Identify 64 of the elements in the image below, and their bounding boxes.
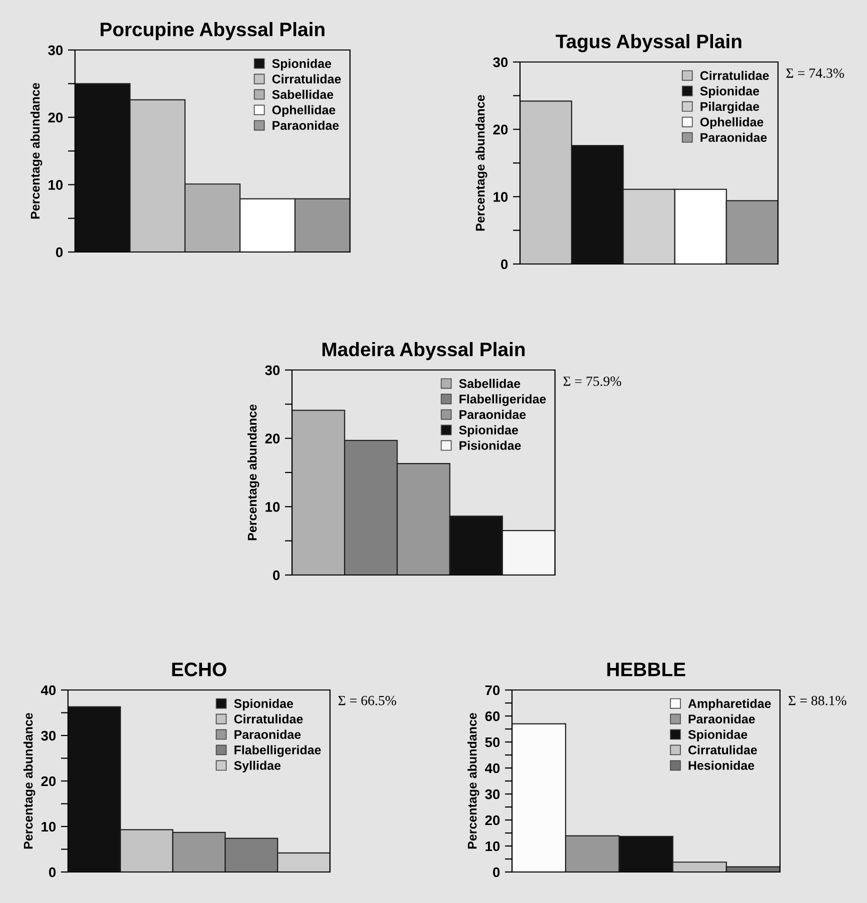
legend-label: Sabellidae xyxy=(272,90,334,99)
y-tick-label: 10 xyxy=(42,822,56,832)
legend-label: Paraonidae xyxy=(460,410,526,419)
y-tick-label: 10 xyxy=(266,502,280,512)
y-tick-label: 30 xyxy=(41,730,56,741)
y-tick-label: 50 xyxy=(485,737,500,748)
y-tick-label: 30 xyxy=(493,57,508,68)
legend-label: Pisionidae xyxy=(460,440,521,450)
y-tick-label: 0 xyxy=(273,570,280,580)
text: Σ = 66.5% xyxy=(338,696,396,706)
chart-title: Tagus Abyssal Plain xyxy=(556,34,742,52)
legend-label: Flabelligeridae xyxy=(234,745,321,757)
y-tick-label: 20 xyxy=(485,815,500,826)
y-tick-label: 40 xyxy=(484,763,500,774)
chart-title: Madeira Abyssal Plain xyxy=(322,342,525,360)
y-tick-label: 30 xyxy=(485,789,500,800)
legend-label: Paraonidae xyxy=(688,714,755,724)
y-tick-label: 20 xyxy=(41,776,56,786)
legend-label: Flabelligeridae xyxy=(460,394,546,406)
chart-title: HEBBLE xyxy=(607,662,686,676)
y-axis-title: Percentage abundance xyxy=(475,94,488,231)
y-tick-label: 0 xyxy=(56,247,63,258)
chart-title: ECHO xyxy=(172,662,226,676)
y-axis-title: Percentage abundance xyxy=(467,712,480,849)
legend-label: Spionidae xyxy=(459,425,518,437)
y-tick-label: 40 xyxy=(40,685,56,696)
legend-label: Paraonidae xyxy=(234,730,301,739)
y-axis-title: Percentage abundance xyxy=(23,712,36,849)
text: Σ = 88.1% xyxy=(788,696,846,706)
legend-label: Ophellidae xyxy=(272,105,336,117)
y-axis-title: Percentage abundance xyxy=(30,82,42,219)
y-tick-label: 70 xyxy=(485,685,500,696)
y-tick-label: 20 xyxy=(48,112,63,123)
y-axis-title: Percentage abundance xyxy=(247,404,260,540)
legend-label: Cirratulidae xyxy=(234,714,303,724)
y-tick-label: 60 xyxy=(485,711,500,722)
text: Σ = 74.3% xyxy=(786,68,844,78)
legend-label: Ophellidae xyxy=(700,117,764,129)
legend-label: Spionidae xyxy=(700,86,760,98)
y-tick-label: 0 xyxy=(501,259,508,270)
legend-label: Spionidae xyxy=(272,58,332,70)
legend-label: Cirratulidae xyxy=(700,70,769,80)
legend-label: Spionidae xyxy=(688,730,748,742)
y-tick-label: 30 xyxy=(48,45,63,56)
y-tick-label: 30 xyxy=(265,365,280,376)
y-tick-label: 0 xyxy=(493,867,500,878)
legend-label: Paraonidae xyxy=(700,132,767,142)
y-tick-label: 0 xyxy=(49,867,56,878)
y-tick-label: 20 xyxy=(493,124,508,135)
y-tick-label: 10 xyxy=(48,180,63,190)
legend-label: Syllidae xyxy=(234,760,281,772)
legend-label: Cirratulidae xyxy=(272,74,341,84)
legend-label: Hesionidae xyxy=(688,760,754,770)
legend-label: Paraonidae xyxy=(272,120,339,130)
legend-label: Spionidae xyxy=(234,698,294,710)
y-tick-label: 20 xyxy=(265,434,280,444)
legend-label: Pilargidae xyxy=(700,102,760,114)
chart-title: Porcupine Abyssal Plain xyxy=(100,22,324,40)
text: Σ = 75.9% xyxy=(563,376,622,386)
legend-label: Ampharetidae xyxy=(688,698,771,710)
legend-label: Cirratulidae xyxy=(688,745,757,754)
legend-label: Sabellidae xyxy=(459,378,520,388)
y-tick-label: 10 xyxy=(494,192,508,202)
y-tick-label: 10 xyxy=(486,841,500,852)
